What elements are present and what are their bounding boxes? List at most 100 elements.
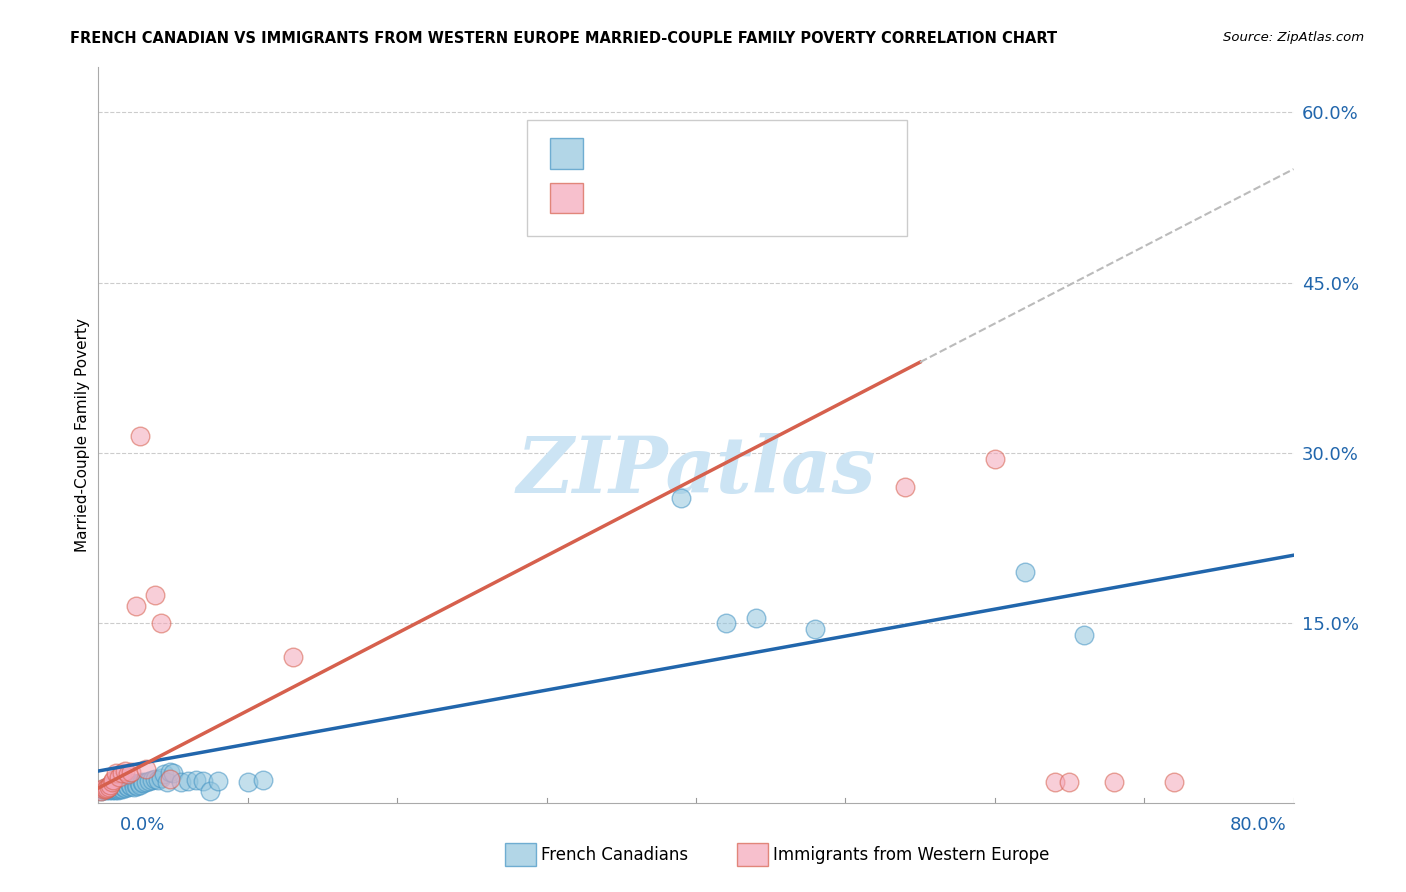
Point	[94, 780, 117, 795]
Point	[105, 780, 128, 794]
Point	[94, 782, 117, 797]
Point	[141, 773, 163, 788]
Point	[1104, 775, 1126, 789]
Point	[162, 766, 184, 780]
Point	[97, 780, 120, 795]
Point	[98, 782, 122, 797]
Point	[114, 764, 136, 778]
Point	[1043, 775, 1066, 789]
Text: R =: R =	[593, 189, 633, 207]
Point	[894, 480, 917, 494]
Point	[135, 775, 157, 789]
Point	[804, 622, 827, 636]
Point	[98, 780, 122, 794]
Point	[127, 779, 149, 793]
Point	[105, 782, 128, 797]
Point	[156, 775, 179, 789]
Point	[91, 783, 114, 797]
Text: R =: R =	[593, 145, 633, 162]
Point	[150, 771, 173, 785]
Point	[101, 775, 124, 789]
Point	[129, 778, 152, 792]
Point	[1163, 775, 1185, 789]
Point	[236, 775, 259, 789]
Text: 0.0%: 0.0%	[120, 816, 165, 834]
Point	[745, 610, 768, 624]
Point	[191, 774, 214, 789]
Point	[103, 782, 125, 797]
Point	[93, 782, 115, 797]
Point	[150, 616, 173, 631]
Point	[143, 772, 166, 786]
Text: N =: N =	[699, 145, 751, 162]
Text: French Canadians: French Canadians	[541, 846, 689, 863]
Point	[90, 784, 112, 798]
Point	[200, 784, 222, 798]
Point	[103, 773, 125, 788]
Point	[153, 767, 176, 781]
Point	[1073, 628, 1095, 642]
Point	[94, 783, 117, 797]
Point	[177, 774, 200, 789]
Point	[91, 782, 114, 797]
Point	[1059, 775, 1081, 789]
Point	[669, 491, 692, 506]
Text: Immigrants from Western Europe: Immigrants from Western Europe	[773, 846, 1050, 863]
Point	[111, 782, 134, 797]
Point	[110, 780, 132, 795]
Point	[159, 772, 181, 786]
Text: 80.0%: 80.0%	[1230, 816, 1286, 834]
Point	[108, 770, 131, 784]
Point	[97, 783, 120, 797]
Y-axis label: Married-Couple Family Poverty: Married-Couple Family Poverty	[75, 318, 90, 552]
Point	[90, 784, 112, 798]
Point	[112, 780, 135, 794]
Text: 0.555: 0.555	[633, 145, 685, 162]
Text: ZIPatlas: ZIPatlas	[516, 434, 876, 510]
Point	[129, 429, 152, 443]
Point	[117, 780, 139, 794]
Point	[252, 773, 274, 788]
Point	[107, 783, 129, 797]
Point	[103, 780, 125, 794]
Point	[128, 776, 150, 790]
Text: 0.559: 0.559	[633, 189, 685, 207]
Point	[125, 778, 148, 792]
Text: N =: N =	[699, 189, 751, 207]
Point	[124, 780, 146, 794]
Point	[169, 775, 191, 789]
Point	[105, 766, 128, 780]
Point	[101, 783, 124, 797]
Point	[111, 766, 134, 780]
Point	[114, 780, 136, 795]
Point	[96, 780, 118, 795]
Point	[184, 773, 207, 788]
Point	[104, 783, 127, 797]
Point	[115, 779, 138, 793]
Point	[143, 588, 166, 602]
Point	[110, 779, 132, 793]
Text: FRENCH CANADIAN VS IMMIGRANTS FROM WESTERN EUROPE MARRIED-COUPLE FAMILY POVERTY : FRENCH CANADIAN VS IMMIGRANTS FROM WESTE…	[70, 31, 1057, 46]
Point	[101, 780, 124, 795]
Point	[120, 779, 142, 793]
Point	[125, 599, 148, 614]
Point	[207, 774, 229, 789]
Point	[117, 767, 139, 781]
Point	[131, 775, 153, 789]
Point	[121, 776, 143, 790]
Point	[138, 774, 160, 789]
Point	[93, 780, 115, 795]
Point	[107, 780, 129, 795]
Text: 63: 63	[745, 145, 768, 162]
Point	[714, 616, 737, 631]
Point	[104, 780, 127, 795]
Point	[159, 765, 181, 780]
Point	[96, 782, 118, 797]
Point	[108, 782, 131, 797]
Text: Source: ZipAtlas.com: Source: ZipAtlas.com	[1223, 31, 1364, 45]
Point	[984, 451, 1007, 466]
Point	[148, 773, 170, 788]
Point	[120, 765, 142, 780]
Point	[97, 780, 120, 794]
Point	[135, 762, 157, 776]
